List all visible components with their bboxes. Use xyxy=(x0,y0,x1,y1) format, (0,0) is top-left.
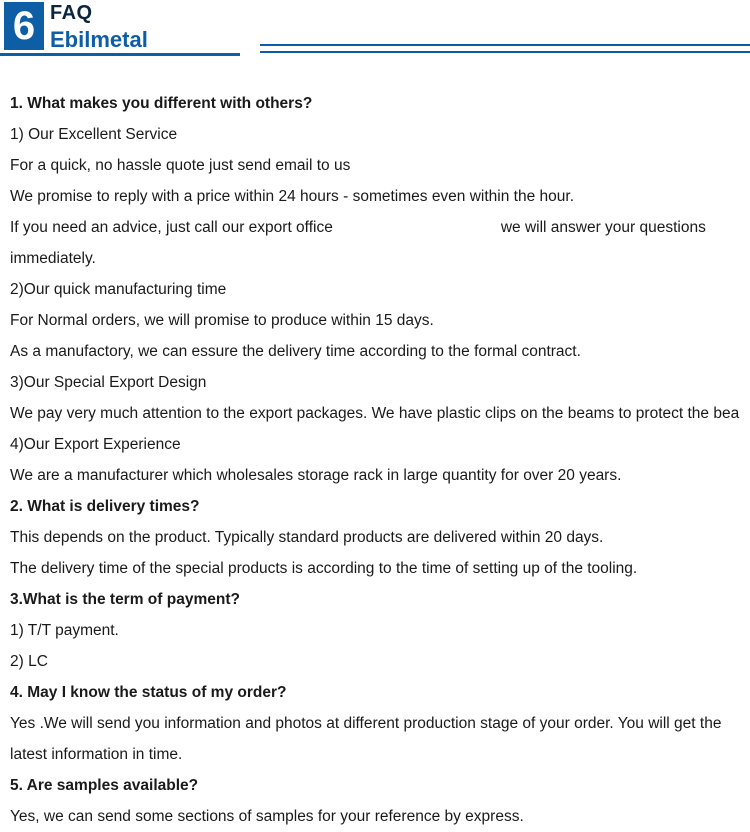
faq-q3a: 1) T/T payment. xyxy=(10,615,740,646)
faq-q1-3a: We pay very much attention to the export… xyxy=(10,398,740,429)
section-number-badge: 6 xyxy=(4,2,44,50)
faq-q1-1c-post: we will answer your questions xyxy=(501,219,706,236)
faq-q1: 1. What makes you different with others? xyxy=(10,88,740,119)
faq-q1-1c-pre: If you need an advice, just call our exp… xyxy=(10,219,333,236)
faq-q1-2a: For Normal orders, we will promise to pr… xyxy=(10,305,740,336)
faq-q5: 5. Are samples available? xyxy=(10,770,740,801)
faq-q1-1b: We promise to reply with a price within … xyxy=(10,181,740,212)
faq-label: FAQ xyxy=(50,2,93,25)
faq-q3b: 2) LC xyxy=(10,646,740,677)
faq-q3: 3.What is the term of payment? xyxy=(10,584,740,615)
header-rule-thin-1 xyxy=(260,44,750,46)
faq-q1-4: 4)Our Export Experience xyxy=(10,429,740,460)
faq-q4a: Yes .We will send you information and ph… xyxy=(10,708,740,739)
faq-q1-2b: As a manufactory, we can essure the deli… xyxy=(10,336,740,367)
faq-q2: 2. What is delivery times? xyxy=(10,491,740,522)
brand-name: Ebilmetal xyxy=(50,27,148,53)
faq-q1-2: 2)Our quick manufacturing time xyxy=(10,274,740,305)
faq-q1-1d: immediately. xyxy=(10,243,740,274)
faq-q1-1c: If you need an advice, just call our exp… xyxy=(10,212,740,243)
header: 6 FAQ Ebilmetal xyxy=(0,0,750,56)
faq-q1-3: 3)Our Special Export Design xyxy=(10,367,740,398)
faq-q1-1: 1) Our Excellent Service xyxy=(10,119,740,150)
faq-content: 1. What makes you different with others?… xyxy=(0,56,750,832)
faq-q2b: The delivery time of the special product… xyxy=(10,553,740,584)
faq-q1-4a: We are a manufacturer which wholesales s… xyxy=(10,460,740,491)
faq-q5a: Yes, we can send some sections of sample… xyxy=(10,801,740,832)
header-rule-thin-2 xyxy=(260,51,750,53)
header-rule-thick xyxy=(0,53,240,56)
faq-q1-1a: For a quick, no hassle quote just send e… xyxy=(10,150,740,181)
faq-q2a: This depends on the product. Typically s… xyxy=(10,522,740,553)
faq-q4: 4. May I know the status of my order? xyxy=(10,677,740,708)
